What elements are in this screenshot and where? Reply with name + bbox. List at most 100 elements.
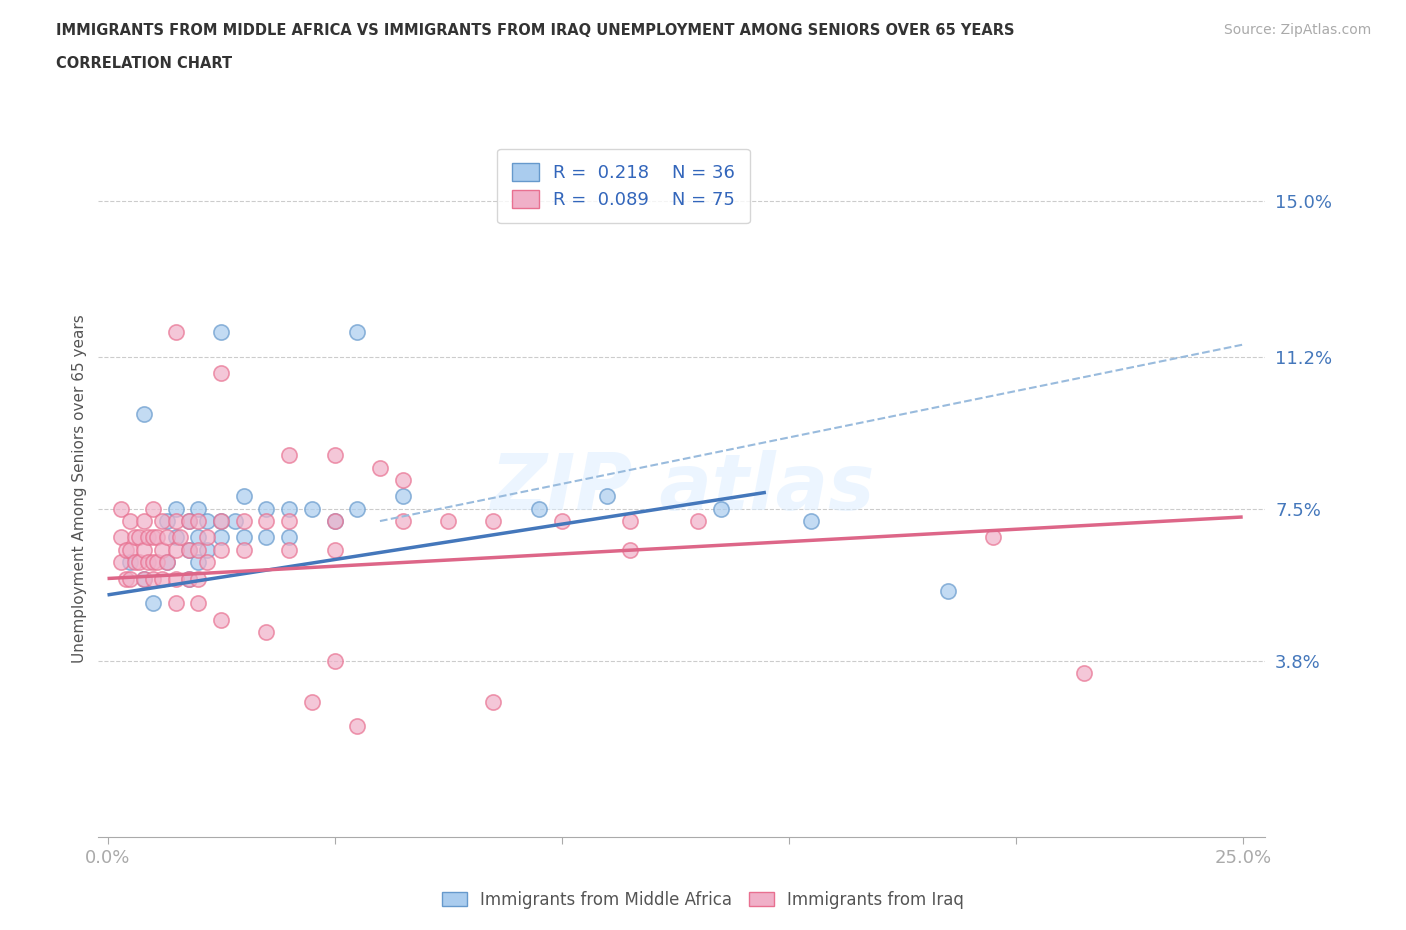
Point — [209, 365, 232, 380]
Point — [142, 530, 165, 545]
Point — [278, 448, 301, 463]
Point — [142, 571, 165, 586]
Point — [138, 554, 160, 569]
Point — [224, 513, 246, 528]
Point — [323, 448, 346, 463]
Point — [132, 571, 155, 586]
Point — [209, 513, 232, 528]
Point — [197, 542, 219, 557]
Point — [209, 513, 232, 528]
Text: IMMIGRANTS FROM MIDDLE AFRICA VS IMMIGRANTS FROM IRAQ UNEMPLOYMENT AMONG SENIORS: IMMIGRANTS FROM MIDDLE AFRICA VS IMMIGRA… — [56, 23, 1015, 38]
Point — [323, 513, 346, 528]
Point — [232, 530, 254, 545]
Text: ZIP atlas: ZIP atlas — [489, 450, 875, 526]
Point — [114, 571, 136, 586]
Point — [323, 653, 346, 668]
Point — [278, 501, 301, 516]
Point — [155, 530, 177, 545]
Point — [346, 325, 368, 339]
Point — [155, 554, 177, 569]
Point — [709, 501, 731, 516]
Point — [323, 542, 346, 557]
Point — [278, 530, 301, 545]
Point — [527, 501, 550, 516]
Point — [165, 571, 187, 586]
Point — [800, 513, 823, 528]
Text: Source: ZipAtlas.com: Source: ZipAtlas.com — [1223, 23, 1371, 37]
Point — [391, 489, 413, 504]
Point — [132, 407, 155, 422]
Point — [301, 501, 323, 516]
Point — [124, 554, 146, 569]
Point — [165, 542, 187, 557]
Point — [110, 530, 132, 545]
Point — [301, 694, 323, 709]
Point — [132, 571, 155, 586]
Point — [278, 513, 301, 528]
Point — [150, 571, 173, 586]
Point — [391, 472, 413, 487]
Point — [323, 513, 346, 528]
Legend: R =  0.218    N = 36, R =  0.089    N = 75: R = 0.218 N = 36, R = 0.089 N = 75 — [498, 149, 749, 223]
Point — [391, 513, 413, 528]
Point — [179, 513, 201, 528]
Point — [936, 583, 959, 598]
Point — [197, 513, 219, 528]
Point — [232, 489, 254, 504]
Point — [120, 571, 142, 586]
Point — [150, 542, 173, 557]
Point — [187, 554, 209, 569]
Point — [165, 530, 187, 545]
Point — [128, 554, 150, 569]
Point — [187, 513, 209, 528]
Point — [142, 554, 165, 569]
Point — [550, 513, 572, 528]
Point — [254, 530, 277, 545]
Point — [132, 513, 155, 528]
Point — [197, 530, 219, 545]
Point — [254, 501, 277, 516]
Point — [619, 513, 641, 528]
Point — [146, 530, 169, 545]
Point — [179, 542, 201, 557]
Point — [120, 542, 142, 557]
Point — [110, 554, 132, 569]
Point — [197, 554, 219, 569]
Point — [619, 542, 641, 557]
Point — [165, 596, 187, 611]
Point — [187, 571, 209, 586]
Point — [187, 530, 209, 545]
Point — [179, 571, 201, 586]
Point — [596, 489, 619, 504]
Point — [132, 542, 155, 557]
Point — [346, 719, 368, 734]
Y-axis label: Unemployment Among Seniors over 65 years: Unemployment Among Seniors over 65 years — [72, 314, 87, 662]
Point — [179, 542, 201, 557]
Point — [209, 325, 232, 339]
Point — [482, 513, 505, 528]
Point — [278, 542, 301, 557]
Point — [187, 596, 209, 611]
Point — [482, 694, 505, 709]
Legend: Immigrants from Middle Africa, Immigrants from Iraq: Immigrants from Middle Africa, Immigrant… — [433, 883, 973, 917]
Point — [209, 530, 232, 545]
Point — [142, 596, 165, 611]
Point — [120, 513, 142, 528]
Point — [437, 513, 460, 528]
Point — [368, 460, 391, 475]
Point — [254, 624, 277, 639]
Point — [120, 554, 142, 569]
Point — [232, 513, 254, 528]
Point — [165, 325, 187, 339]
Point — [209, 612, 232, 627]
Point — [187, 501, 209, 516]
Point — [155, 513, 177, 528]
Point — [254, 513, 277, 528]
Point — [179, 513, 201, 528]
Point — [165, 501, 187, 516]
Point — [124, 530, 146, 545]
Point — [346, 501, 368, 516]
Point — [110, 501, 132, 516]
Point — [686, 513, 709, 528]
Point — [128, 530, 150, 545]
